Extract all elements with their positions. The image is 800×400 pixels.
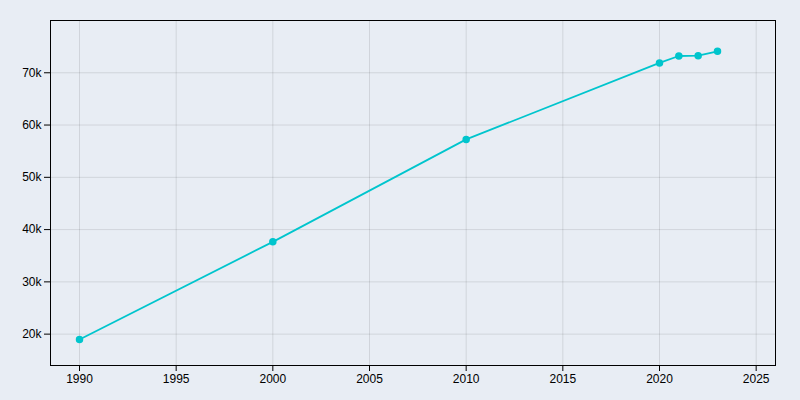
- svg-text:50k: 50k: [22, 170, 42, 184]
- svg-text:2020: 2020: [646, 372, 673, 386]
- svg-text:2015: 2015: [549, 372, 576, 386]
- svg-text:60k: 60k: [22, 118, 42, 132]
- svg-text:1995: 1995: [163, 372, 190, 386]
- svg-text:1990: 1990: [66, 372, 93, 386]
- svg-text:20k: 20k: [22, 327, 42, 341]
- svg-text:2010: 2010: [453, 372, 480, 386]
- svg-text:30k: 30k: [22, 275, 42, 289]
- svg-text:2025: 2025: [743, 372, 770, 386]
- svg-text:2005: 2005: [356, 372, 383, 386]
- svg-text:2000: 2000: [259, 372, 286, 386]
- svg-text:40k: 40k: [22, 222, 42, 236]
- svg-text:70k: 70k: [22, 66, 42, 80]
